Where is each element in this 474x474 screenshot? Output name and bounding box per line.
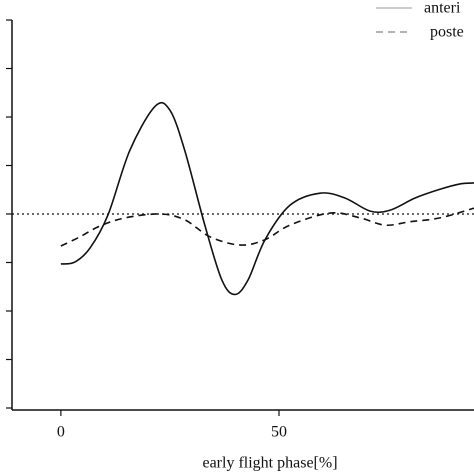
series-line xyxy=(60,101,474,296)
x-axis-label: early flight phase[%] xyxy=(202,455,337,472)
legend-label: poste xyxy=(430,24,464,41)
x-tick-label: 0 xyxy=(57,424,65,441)
series-line xyxy=(60,207,474,247)
legend-label: anteri xyxy=(424,0,461,17)
x-tick-label: 50 xyxy=(271,424,287,441)
